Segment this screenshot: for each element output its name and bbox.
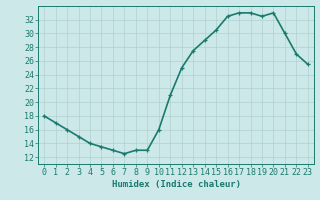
X-axis label: Humidex (Indice chaleur): Humidex (Indice chaleur): [111, 180, 241, 189]
